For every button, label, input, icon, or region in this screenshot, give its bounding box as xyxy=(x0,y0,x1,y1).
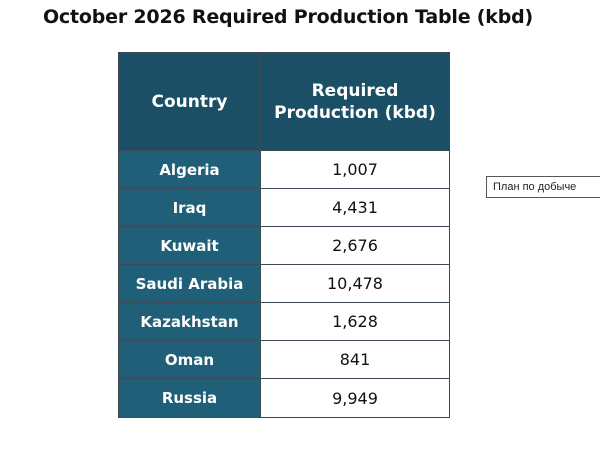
value-cell: 1,007 xyxy=(261,151,449,188)
table-row: Russia 9,949 xyxy=(119,379,449,417)
value-cell: 841 xyxy=(261,341,449,378)
country-cell: Kazakhstan xyxy=(119,303,261,340)
value-cell: 9,949 xyxy=(261,379,449,417)
page-title: October 2026 Required Production Table (… xyxy=(42,6,534,28)
country-cell: Algeria xyxy=(119,151,261,188)
country-cell: Oman xyxy=(119,341,261,378)
table-row: Iraq 4,431 xyxy=(119,189,449,227)
country-cell: Kuwait xyxy=(119,227,261,264)
table-row: Kuwait 2,676 xyxy=(119,227,449,265)
value-cell: 2,676 xyxy=(261,227,449,264)
country-cell: Iraq xyxy=(119,189,261,226)
table-header-row: Country Required Production (kbd) xyxy=(119,53,449,151)
table-row: Algeria 1,007 xyxy=(119,151,449,189)
value-cell: 1,628 xyxy=(261,303,449,340)
production-plan-label[interactable]: План по добыче xyxy=(486,176,600,198)
value-cell: 4,431 xyxy=(261,189,449,226)
header-country: Country xyxy=(119,53,261,150)
table-row: Oman 841 xyxy=(119,341,449,379)
table-row: Kazakhstan 1,628 xyxy=(119,303,449,341)
country-cell: Russia xyxy=(119,379,261,417)
value-cell: 10,478 xyxy=(261,265,449,302)
header-required-production: Required Production (kbd) xyxy=(261,53,449,150)
production-table: Country Required Production (kbd) Algeri… xyxy=(118,52,450,418)
table-row: Saudi Arabia 10,478 xyxy=(119,265,449,303)
country-cell: Saudi Arabia xyxy=(119,265,261,302)
